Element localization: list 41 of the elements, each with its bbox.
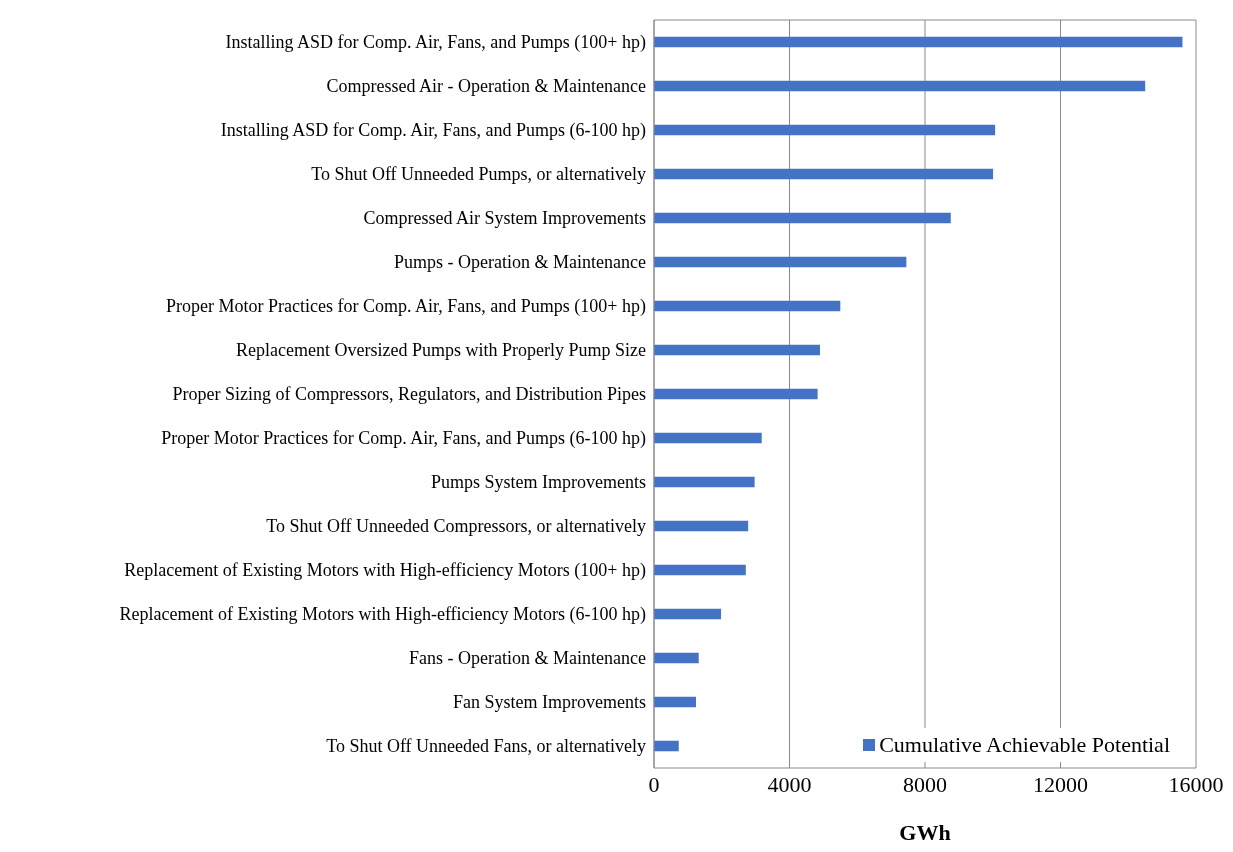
- x-tick-label: 16000: [1168, 771, 1224, 797]
- legend-label: Cumulative Achievable Potential: [879, 732, 1170, 758]
- y-tick-label: Proper Sizing of Compressors, Regulators, and Distribution Pipes: [172, 384, 646, 405]
- y-tick-label: To Shut Off Unneeded Fans, or alternatively: [326, 736, 646, 757]
- x-tick-label: 12000: [1033, 771, 1088, 797]
- x-tick-label: 8000: [903, 771, 947, 797]
- bar: [654, 564, 746, 576]
- y-tick-label: Compressed Air - Operation & Maintenance: [326, 76, 646, 97]
- bar: [654, 80, 1146, 92]
- y-tick-label: Fans - Operation & Maintenance: [409, 648, 646, 669]
- bar: [654, 256, 907, 268]
- bar: [654, 740, 679, 752]
- y-tick-label: Replacement of Existing Motors with High-efficiency Motors (100+ hp): [124, 560, 647, 582]
- x-tick-label: 0: [648, 771, 660, 797]
- bar: [654, 300, 841, 312]
- bar: [654, 608, 722, 620]
- bar: [654, 388, 818, 400]
- bar: [654, 520, 749, 532]
- y-tick-label: Replacement of Existing Motors with High-efficiency Motors (6-100 hp): [119, 604, 646, 626]
- bar: [654, 168, 994, 180]
- y-tick-label: Replacement Oversized Pumps with Properly Pump Size: [236, 340, 646, 361]
- bar: [654, 36, 1183, 48]
- bar: [654, 476, 755, 488]
- y-tick-label: Proper Motor Practices for Comp. Air, Fans, and Pumps (100+ hp): [166, 296, 646, 318]
- y-tick-label: Proper Motor Practices for Comp. Air, Fans, and Pumps (6-100 hp): [161, 428, 646, 450]
- bar: [654, 432, 762, 444]
- bar: [654, 696, 697, 708]
- y-tick-label: Pumps - Operation & Maintenance: [394, 252, 646, 273]
- bar: [654, 344, 820, 356]
- y-tick-label: Fan System Improvements: [453, 692, 646, 713]
- x-tick-label: 4000: [767, 771, 812, 797]
- y-tick-label: Compressed Air System Improvements: [363, 208, 646, 229]
- bar: [654, 652, 699, 664]
- y-tick-label: To Shut Off Unneeded Pumps, or alternatively: [311, 164, 646, 185]
- y-tick-label: Pumps System Improvements: [431, 472, 646, 493]
- y-tick-label: To Shut Off Unneeded Compressors, or alternatively: [266, 516, 646, 537]
- y-tick-label: Installing ASD for Comp. Air, Fans, and Pumps (100+ hp): [225, 32, 646, 54]
- y-tick-label: Installing ASD for Comp. Air, Fans, and Pumps (6-100 hp): [220, 120, 646, 142]
- x-axis-title: GWh: [899, 820, 951, 845]
- bar: [654, 124, 996, 136]
- bar: [654, 212, 951, 224]
